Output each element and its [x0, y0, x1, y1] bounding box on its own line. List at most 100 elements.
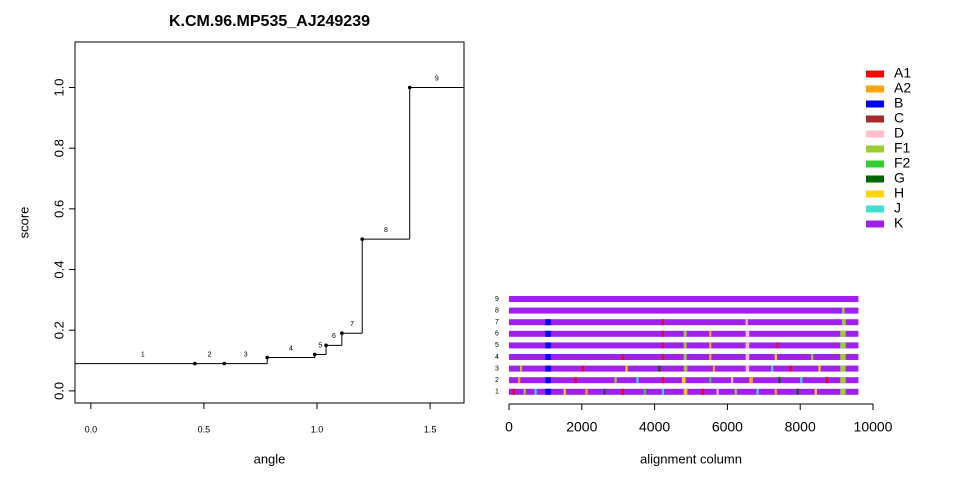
- legend-label: J: [894, 200, 901, 216]
- legend-swatch: [866, 175, 884, 183]
- step-label: 1: [141, 351, 145, 358]
- row-label: 4: [495, 354, 499, 361]
- legend-swatch: [866, 145, 884, 153]
- x-tick-label: 10000: [854, 419, 893, 435]
- recombinant-segment: [534, 388, 537, 395]
- legend-label: D: [894, 125, 904, 141]
- recombinant-segment: [774, 354, 777, 360]
- recombinant-segment: [745, 354, 750, 360]
- row-label: 8: [495, 307, 499, 314]
- step-point: [222, 361, 227, 366]
- recombinant-segment: [603, 388, 606, 395]
- step-label: 7: [350, 321, 354, 328]
- recombinant-segment: [512, 388, 515, 395]
- recombinant-segment: [621, 354, 624, 360]
- row-label: 3: [495, 365, 499, 372]
- x-tick-label: 0.0: [85, 424, 98, 434]
- row-strip: [509, 296, 859, 302]
- recombinant-segment: [683, 365, 688, 372]
- x-tick-label: 4000: [639, 419, 670, 435]
- x-tick-label: 0.5: [198, 424, 211, 434]
- plot-frame: [74, 41, 465, 404]
- x-tick-label: 2000: [566, 419, 597, 435]
- recombinant-segment: [745, 330, 750, 337]
- recombinant-segment: [745, 342, 750, 349]
- recombinant-segment: [581, 365, 584, 372]
- step-point: [407, 85, 412, 90]
- recombinant-segment: [796, 388, 799, 395]
- recombinant-segment: [756, 388, 759, 395]
- legend-swatch: [866, 220, 884, 228]
- recombinant-segment: [800, 377, 803, 384]
- legend-label: C: [894, 110, 904, 126]
- x-tick-label: 6000: [712, 419, 743, 435]
- recombinant-segment: [636, 377, 639, 384]
- recombinant-segment: [709, 377, 712, 384]
- recombinant-segment: [840, 377, 846, 384]
- recombinant-segment: [709, 354, 712, 360]
- recombinant-segment: [840, 388, 846, 395]
- recombinant-segment: [811, 354, 814, 360]
- legend-label: K: [894, 215, 904, 231]
- step-label: 5: [318, 342, 322, 349]
- recombinant-segment: [840, 330, 846, 337]
- legend-label: G: [894, 170, 905, 186]
- step-label: 2: [208, 351, 212, 358]
- recombinant-segment: [825, 377, 828, 384]
- legend-swatch: [866, 100, 884, 108]
- legend-label: F1: [894, 140, 911, 156]
- step-point: [265, 355, 270, 360]
- legend-swatch: [866, 85, 884, 93]
- recombinant-segment: [661, 388, 665, 395]
- y-tick-label: 1.0: [51, 78, 66, 96]
- recombinant-segment: [545, 319, 551, 326]
- recombinant-segment: [661, 319, 664, 326]
- recombinant-segment: [814, 388, 817, 395]
- recombinant-segment: [778, 377, 781, 384]
- step-point: [312, 352, 317, 357]
- y-tick-label: 0.8: [51, 139, 66, 157]
- y-tick-label: 0.6: [51, 200, 66, 218]
- recombinant-segment: [774, 388, 777, 395]
- legend-swatch: [866, 70, 884, 78]
- recombinant-segment: [745, 319, 748, 326]
- recombinant-segment: [625, 365, 628, 372]
- row-label: 1: [495, 389, 499, 396]
- y-tick-label: 0.0: [51, 382, 66, 400]
- chart-title: K.CM.96.MP535_AJ249239: [169, 13, 370, 30]
- recombinant-segment: [545, 365, 551, 372]
- step-label: 9: [435, 75, 439, 82]
- legend-swatch: [866, 160, 884, 168]
- step-point: [340, 331, 344, 336]
- recombinant-segment: [683, 330, 687, 337]
- recombinant-segment: [709, 330, 712, 337]
- x-tick-label: 1.5: [424, 424, 437, 434]
- legend-label: B: [894, 95, 903, 111]
- row-strip: [509, 319, 859, 326]
- row-label: 6: [495, 331, 499, 338]
- recombinant-segment: [776, 342, 779, 349]
- recombinant-segment: [734, 388, 737, 395]
- recombinant-segment: [840, 354, 846, 360]
- legend-swatch: [866, 115, 884, 123]
- legend-label: A2: [894, 80, 911, 96]
- x-axis-label: angle: [254, 451, 286, 466]
- legend-swatch: [866, 205, 884, 213]
- recombinant-segment: [683, 388, 688, 395]
- recombinant-segment: [614, 377, 617, 384]
- recombinant-segment: [545, 330, 551, 337]
- recombinant-segment: [840, 365, 846, 372]
- recombinant-segment: [643, 388, 646, 395]
- legend-label: F2: [894, 155, 911, 171]
- legend-swatch: [866, 130, 884, 138]
- recombinant-segment: [621, 388, 625, 395]
- step-point: [193, 361, 197, 366]
- recombinant-segment: [701, 388, 705, 395]
- legend-label: H: [894, 185, 904, 201]
- x-tick-label: 1.0: [311, 424, 324, 434]
- legend-swatch: [866, 190, 884, 198]
- step-label: 8: [384, 227, 388, 234]
- y-axis-label: score: [16, 207, 31, 239]
- recombinant-segment: [818, 365, 821, 372]
